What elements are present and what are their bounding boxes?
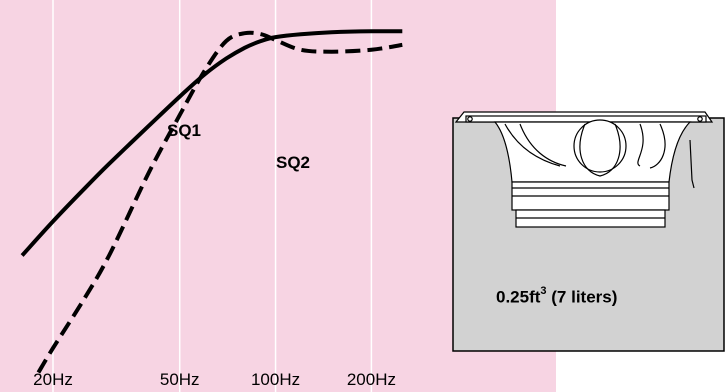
series-label-sq2: SQ2: [276, 153, 310, 172]
enclosure-volume: 0.25ft: [496, 287, 541, 307]
enclosure-volume-label: 0.25ft3 (7 liters): [496, 285, 618, 308]
grid: [52, 0, 373, 392]
series-line-sq2: [36, 30, 403, 374]
series-line-sq1: [20, 29, 403, 257]
x-tick-label: 20Hz: [33, 370, 73, 389]
x-axis-ticks: 20Hz 50Hz 100Hz 200Hz: [33, 370, 396, 389]
series-label-sq1: SQ1: [167, 121, 201, 140]
x-tick-label: 200Hz: [347, 370, 396, 389]
x-tick-label: 100Hz: [251, 370, 300, 389]
speaker-driver-icon: [454, 111, 714, 228]
enclosure-volume-exponent: 3: [540, 285, 547, 297]
series-lines: [20, 29, 403, 374]
enclosure-unit-note: (7 liters): [546, 287, 618, 307]
x-tick-label: 50Hz: [160, 370, 200, 389]
